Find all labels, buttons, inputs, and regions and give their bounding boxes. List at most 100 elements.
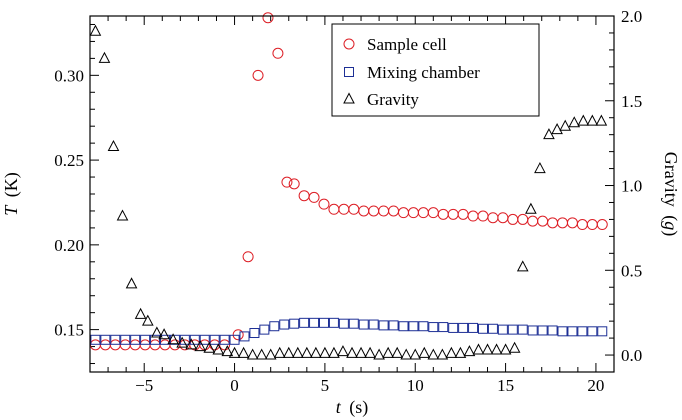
sample-cell-point bbox=[139, 339, 151, 351]
mixing-chamber-point bbox=[219, 334, 230, 345]
legend-label-mixing-chamber: Mixing chamber bbox=[367, 63, 480, 82]
gravity-point bbox=[534, 161, 546, 174]
gravity-point bbox=[98, 51, 111, 63]
sample-cell-point bbox=[467, 210, 479, 222]
sample-cell-point bbox=[517, 213, 529, 225]
mixing-chamber-point bbox=[100, 334, 111, 345]
legend-markers bbox=[343, 38, 355, 104]
sample-cell-point bbox=[281, 176, 293, 188]
sample-cell-point bbox=[397, 207, 409, 219]
sample-cell-point bbox=[388, 205, 400, 217]
y-tick-label: 0.25 bbox=[54, 151, 84, 170]
sample-cell-point bbox=[537, 215, 549, 227]
gravity-point bbox=[355, 346, 367, 358]
mixing-chamber-point bbox=[279, 319, 290, 330]
x-axis-unit: (s) bbox=[349, 397, 368, 418]
mixing-chamber-point bbox=[338, 318, 349, 329]
mixing-chamber-point bbox=[289, 318, 300, 329]
legend-label-gravity: Gravity bbox=[367, 90, 419, 109]
mixing-chamber-point bbox=[159, 334, 170, 345]
mixing-chamber-point bbox=[90, 334, 101, 345]
ticks-layer: −5 0 5 10 15 20 0.15 0.20 0.25 0.30 0.0 0.5 1.0 1.5 2.… bbox=[54, 7, 642, 395]
x-tick-label: 0 bbox=[230, 376, 239, 395]
mixing-chamber-point bbox=[418, 321, 429, 332]
x-tick-label: 5 bbox=[321, 376, 330, 395]
gravity-point bbox=[328, 346, 340, 358]
sample-cell-point bbox=[507, 213, 519, 225]
gravity-point bbox=[255, 348, 268, 360]
y2-axis-main: Gravity bbox=[661, 152, 681, 207]
sample-cell-point bbox=[159, 339, 171, 351]
gravity-point bbox=[141, 314, 154, 326]
sample-cell-point bbox=[378, 205, 390, 217]
mixing-chamber-point bbox=[497, 324, 508, 335]
sample-cell-point bbox=[527, 215, 539, 227]
legend-marker-1 bbox=[344, 67, 354, 77]
y2-tick-label: 1.0 bbox=[621, 177, 642, 196]
mixing-chamber-point bbox=[358, 319, 369, 330]
gravity-point bbox=[595, 114, 608, 126]
sample-cell-point bbox=[252, 69, 264, 81]
sample-cell-point bbox=[566, 217, 578, 229]
sample-cell-point bbox=[232, 329, 244, 341]
gravity-point bbox=[125, 277, 138, 289]
mixing-chamber-point bbox=[150, 334, 161, 345]
mixing-chamber-point bbox=[120, 334, 131, 345]
sample-cell-point bbox=[576, 219, 588, 231]
gravity-point bbox=[391, 346, 404, 358]
y2-axis-label: Gravity (g) bbox=[660, 152, 681, 236]
mixing-chamber-point bbox=[577, 326, 588, 337]
mixing-chamber-point bbox=[309, 317, 320, 328]
gravity-point bbox=[454, 346, 467, 358]
y2-tick-label: 0.5 bbox=[621, 261, 642, 280]
gravity-point bbox=[551, 123, 563, 135]
gravity-point bbox=[134, 307, 147, 319]
sample-cell-point bbox=[298, 190, 310, 202]
gravity-point bbox=[107, 139, 120, 152]
plot-frame bbox=[89, 15, 615, 373]
y2-tick-label: 0.0 bbox=[621, 346, 642, 365]
sample-cell-point bbox=[262, 12, 274, 24]
mixing-chamber-point bbox=[110, 334, 121, 345]
y2-axis-unit: g bbox=[661, 221, 681, 230]
gravity-point bbox=[203, 341, 216, 353]
gravity-point bbox=[282, 346, 295, 358]
gravity-point bbox=[400, 348, 413, 360]
marks-layer bbox=[89, 12, 608, 360]
x-tick-label: 10 bbox=[407, 376, 424, 395]
x-tick-label: 15 bbox=[497, 376, 514, 395]
mixing-chamber-point bbox=[209, 334, 220, 345]
mixing-chamber-point bbox=[189, 334, 200, 345]
gravity-point bbox=[559, 119, 572, 131]
x-axis-label: t (s) bbox=[336, 397, 369, 418]
x-axis-var: t bbox=[336, 397, 342, 417]
gravity-point bbox=[151, 326, 163, 338]
x-tick-label: −5 bbox=[135, 376, 153, 395]
sample-cell-point bbox=[368, 205, 380, 217]
gravity-point bbox=[246, 348, 259, 360]
series-2 bbox=[89, 24, 608, 360]
gravity-point bbox=[436, 348, 449, 360]
legend-label-sample-cell: Sample cell bbox=[367, 35, 447, 54]
sample-cell-point bbox=[487, 212, 499, 224]
legend: Sample cell Mixing chamber Gravity bbox=[331, 23, 540, 117]
mixing-chamber-point bbox=[249, 328, 260, 339]
mixing-chamber-point bbox=[547, 325, 558, 336]
gravity-point bbox=[319, 346, 331, 358]
sample-cell-point bbox=[417, 207, 429, 219]
gravity-point bbox=[463, 345, 476, 357]
y2-tick-label: 2.0 bbox=[621, 7, 642, 26]
mixing-chamber-point bbox=[487, 323, 498, 334]
gravity-point bbox=[418, 346, 431, 358]
gravity-point bbox=[427, 348, 440, 360]
gravity-point bbox=[273, 346, 286, 358]
y-tick-label: 0.30 bbox=[54, 66, 84, 85]
mixing-chamber-point bbox=[537, 325, 548, 336]
gravity-point bbox=[228, 346, 241, 358]
gravity-point bbox=[409, 348, 422, 360]
y-axis-label: T (K) bbox=[1, 172, 22, 216]
mixing-chamber-point bbox=[507, 324, 518, 335]
mixing-chamber-point bbox=[458, 322, 469, 333]
